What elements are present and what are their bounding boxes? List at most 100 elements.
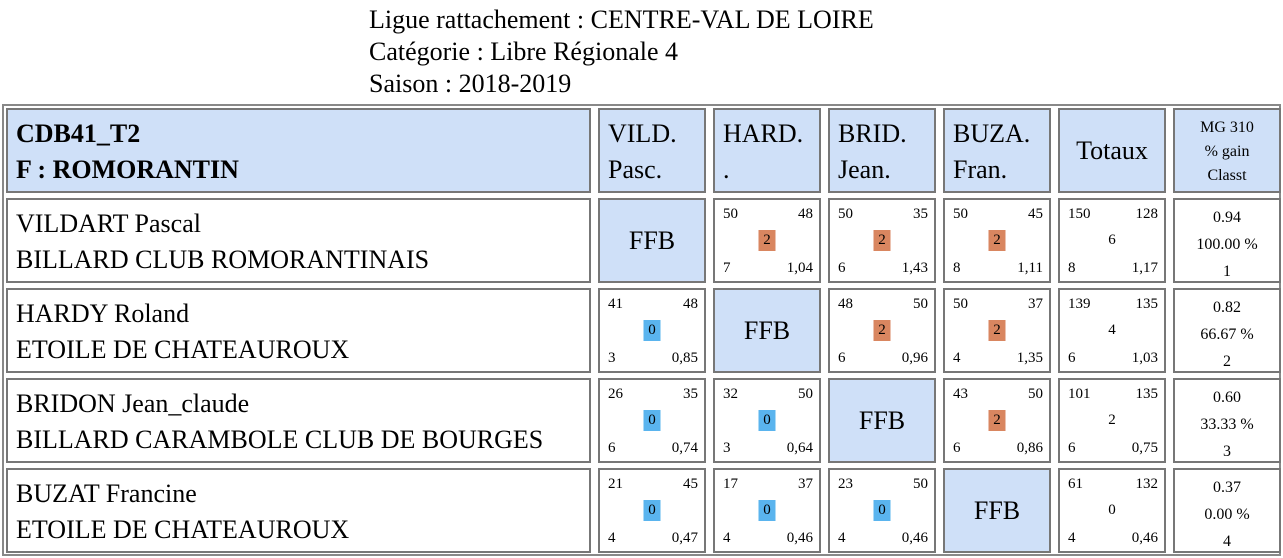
mg-cell: 0.37 0.00 % 4 (1173, 468, 1281, 553)
match-cell: 43 50 2 6 0,86 (943, 378, 1051, 463)
total-average: 0,46 (1131, 530, 1158, 546)
match-average: 1,35 (1016, 350, 1043, 366)
total-innings: 8 (1068, 260, 1076, 276)
mg-value: 0.94 (1213, 209, 1241, 226)
total-score: 0 (1108, 502, 1116, 518)
ffb-label: FFB (628, 225, 676, 255)
mg-cell: 0.60 33.33 % 3 (1173, 378, 1281, 463)
match-score-badge: 0 (758, 500, 776, 521)
match-average: 0,86 (1016, 440, 1043, 456)
column-header: VILD. Pasc. (598, 108, 706, 193)
total-points: 101 (1068, 386, 1091, 402)
totals-cell: 101 135 2 6 0,75 (1058, 378, 1166, 463)
column-header: BRID. Jean. (828, 108, 936, 193)
column-header: BUZA. Fran. (943, 108, 1051, 193)
mg-value: 0.37 (1213, 479, 1241, 496)
column-header-line1: HARD. (723, 119, 804, 148)
match-target: 35 (683, 386, 698, 402)
total-average: 0,75 (1131, 440, 1158, 456)
match-points: 21 (608, 476, 623, 492)
match-target: 45 (683, 476, 698, 492)
ffb-cell: FFB (943, 468, 1051, 553)
match-average: 0,64 (786, 440, 813, 456)
match-score-badge: 2 (758, 230, 776, 251)
gain-percent: 0.00 % (1204, 506, 1250, 523)
column-header-line2: Jean. (838, 155, 891, 184)
match-cell: 48 50 2 6 0,96 (828, 288, 936, 373)
total-points: 150 (1068, 206, 1091, 222)
column-header-line1: BRID. (838, 119, 907, 148)
match-cell: 23 50 0 4 0,46 (828, 468, 936, 553)
match-average: 1,43 (901, 260, 928, 276)
ffb-cell: FFB (828, 378, 936, 463)
rank-value: 1 (1223, 263, 1231, 280)
match-cell: 32 50 0 3 0,64 (713, 378, 821, 463)
mg-value: 0.60 (1213, 389, 1241, 406)
column-header-line1: VILD. (608, 119, 677, 148)
match-score-badge: 2 (988, 410, 1006, 431)
total-target: 135 (1135, 386, 1159, 402)
match-cell: 50 37 2 4 1,35 (943, 288, 1051, 373)
match-target: 50 (1028, 386, 1043, 402)
table-title: CDB41_T2 (16, 119, 141, 148)
match-target: 37 (798, 476, 813, 492)
match-points: 26 (608, 386, 623, 402)
match-target: 50 (913, 296, 928, 312)
player-name: VILDART Pascal (16, 209, 201, 238)
season-label: Saison : 2018-2019 (369, 69, 572, 98)
category-label: Catégorie : Libre Régionale 4 (369, 37, 679, 66)
player-club: ETOILE DE CHATEAUROUX (16, 335, 350, 364)
match-average: 0,47 (671, 530, 698, 546)
match-innings: 4 (723, 530, 731, 546)
player-name: HARDY Roland (16, 299, 190, 328)
match-cell: 41 48 0 3 0,85 (598, 288, 706, 373)
match-points: 41 (608, 296, 623, 312)
ffb-label: FFB (973, 495, 1021, 525)
match-score-badge: 0 (758, 410, 776, 431)
match-points: 50 (838, 206, 853, 222)
match-target: 45 (1028, 206, 1043, 222)
match-points: 50 (953, 206, 968, 222)
match-innings: 6 (953, 440, 961, 456)
match-average: 1,11 (1017, 260, 1043, 276)
match-innings: 3 (723, 440, 731, 456)
match-score-badge: 2 (988, 320, 1006, 341)
match-average: 0,85 (671, 350, 698, 366)
total-innings: 4 (1068, 530, 1076, 546)
mg-header: MG 310 % gain Classt (1173, 108, 1281, 193)
match-score-badge: 0 (643, 410, 661, 431)
match-cell: 50 45 2 8 1,11 (943, 198, 1051, 283)
match-cell: 50 48 2 7 1,04 (713, 198, 821, 283)
total-score: 2 (1108, 412, 1116, 428)
match-innings: 7 (723, 260, 731, 276)
totals-cell: 139 135 4 6 1,03 (1058, 288, 1166, 373)
mg-cell: 0.82 66.67 % 2 (1173, 288, 1281, 373)
match-points: 17 (723, 476, 738, 492)
total-points: 139 (1068, 296, 1091, 312)
match-innings: 4 (838, 530, 846, 546)
player-club: ETOILE DE CHATEAUROUX (16, 515, 350, 544)
player-cell: BRIDON Jean_claude BILLARD CARAMBOLE CLUB… (6, 378, 591, 463)
column-header: HARD.. (713, 108, 821, 193)
match-points: 43 (953, 386, 968, 402)
rank-value: 4 (1223, 533, 1231, 550)
total-target: 132 (1135, 476, 1159, 492)
mg-header-line: Classt (1207, 167, 1247, 184)
rank-value: 3 (1223, 443, 1231, 460)
totals-header-label: Totaux (1076, 135, 1148, 165)
match-innings: 3 (608, 350, 616, 366)
match-cell: 50 35 2 6 1,43 (828, 198, 936, 283)
match-score-badge: 0 (873, 500, 891, 521)
ffb-cell: FFB (713, 288, 821, 373)
match-points: 50 (953, 296, 968, 312)
match-score-badge: 2 (873, 230, 891, 251)
match-points: 48 (838, 296, 853, 312)
total-average: 1,03 (1131, 350, 1158, 366)
total-points: 61 (1068, 476, 1083, 492)
league-label: Ligue rattachement : CENTRE-VAL DE LOIRE (369, 5, 874, 34)
total-innings: 6 (1068, 350, 1076, 366)
match-target: 48 (683, 296, 698, 312)
totals-cell: 150 128 6 8 1,17 (1058, 198, 1166, 283)
match-points: 23 (838, 476, 853, 492)
table-subtitle: F : ROMORANTIN (16, 155, 239, 184)
